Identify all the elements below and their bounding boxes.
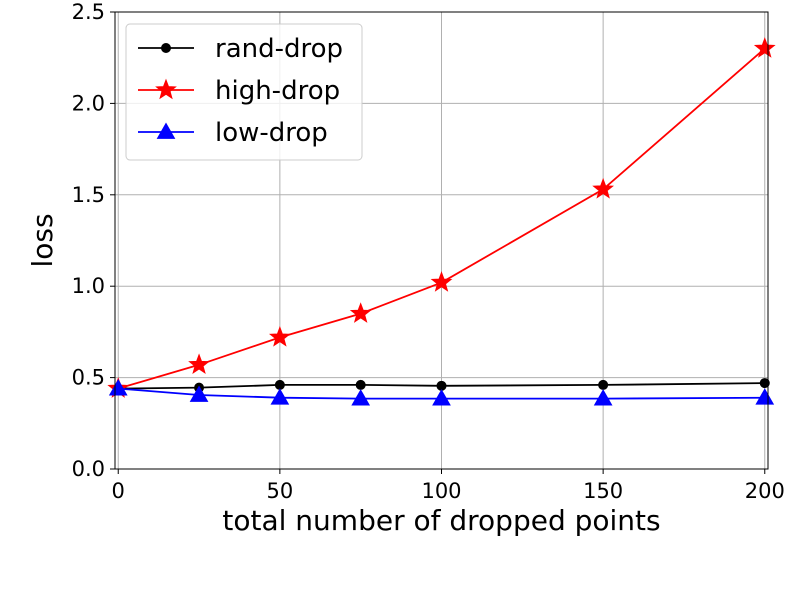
x-tick-label: 200 bbox=[745, 479, 785, 503]
y-axis-title: loss bbox=[26, 213, 59, 267]
high-drop-point bbox=[188, 353, 210, 375]
low-drop-point bbox=[270, 388, 290, 405]
low-drop-point bbox=[108, 379, 128, 396]
legend-label: rand-drop bbox=[215, 34, 343, 64]
y-tick-label: 2.5 bbox=[72, 0, 105, 24]
low-drop-point bbox=[593, 389, 613, 406]
rand-drop-point bbox=[598, 379, 609, 390]
series-low-drop bbox=[108, 379, 775, 406]
low-drop-point bbox=[189, 385, 209, 402]
legend-marker bbox=[156, 122, 176, 139]
high-drop-point bbox=[430, 271, 453, 292]
x-tick-label: 50 bbox=[266, 479, 293, 503]
rand-drop-point bbox=[274, 379, 285, 390]
rand-drop-point bbox=[759, 378, 770, 389]
high-drop-point bbox=[269, 325, 291, 347]
high-drop-point bbox=[592, 177, 614, 199]
y-tick-label: 1.5 bbox=[72, 183, 105, 207]
legend-label: high-drop bbox=[215, 76, 340, 106]
y-tick-label: 0.5 bbox=[72, 366, 105, 390]
x-axis-ticks: 0 50 100 150 200 bbox=[112, 469, 785, 503]
legend-box bbox=[125, 23, 363, 161]
series-high-drop bbox=[107, 37, 776, 398]
x-tick-label: 0 bbox=[112, 479, 125, 503]
rand-drop-point bbox=[355, 379, 366, 390]
x-axis-title: total number of dropped points bbox=[222, 504, 660, 537]
low-drop-point bbox=[755, 388, 775, 405]
series-lines bbox=[107, 37, 776, 406]
legend-label: low-drop bbox=[215, 118, 328, 148]
legend-item-low-drop: low-drop bbox=[138, 118, 328, 148]
legend-item-rand-drop: rand-drop bbox=[138, 34, 343, 64]
y-axis-ticks: 0.0 0.5 1.0 1.5 2.0 2.5 bbox=[72, 0, 115, 481]
legend-item-high-drop: high-drop bbox=[138, 76, 340, 106]
x-tick-label: 150 bbox=[583, 479, 623, 503]
y-tick-label: 1.0 bbox=[72, 274, 105, 298]
legend: rand-drop high-drop low-drop bbox=[125, 23, 363, 161]
high-drop-point bbox=[753, 37, 776, 58]
legend-marker bbox=[155, 78, 177, 100]
low-drop-point bbox=[432, 389, 451, 406]
legend-marker bbox=[161, 43, 171, 53]
low-drop-point bbox=[351, 389, 371, 406]
x-tick-label: 100 bbox=[421, 479, 461, 503]
y-tick-label: 0.0 bbox=[72, 457, 105, 481]
high-drop-point bbox=[349, 302, 372, 323]
y-tick-label: 2.0 bbox=[72, 91, 105, 115]
rand-drop-point bbox=[436, 380, 447, 391]
